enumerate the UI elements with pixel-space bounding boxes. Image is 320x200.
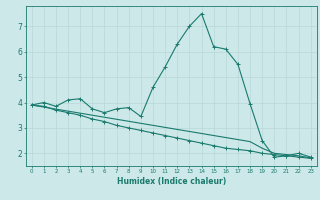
X-axis label: Humidex (Indice chaleur): Humidex (Indice chaleur) (116, 177, 226, 186)
